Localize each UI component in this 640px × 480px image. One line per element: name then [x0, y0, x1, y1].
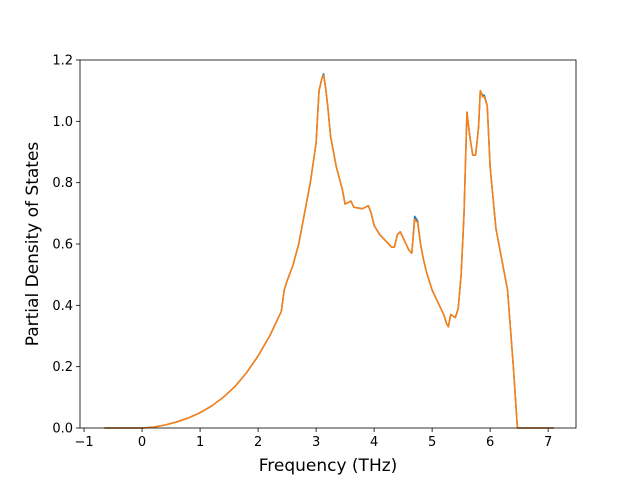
x-axis-label: Frequency (THz) [259, 456, 398, 476]
x-tick-label: 3 [312, 435, 320, 450]
plot-frame [79, 59, 577, 429]
x-tick-label: −1 [74, 435, 93, 450]
y-tick-label: 0.4 [52, 299, 73, 314]
y-tick-label: 0.8 [52, 176, 73, 191]
x-tick-label: 2 [254, 435, 262, 450]
x-tick-label: 7 [544, 435, 552, 450]
x-tick-label: 5 [428, 435, 436, 450]
line-series [104, 74, 554, 429]
x-tick-label: 6 [486, 435, 494, 450]
y-tick-label: 0.0 [52, 422, 73, 437]
y-tick-label: 1.0 [52, 115, 73, 130]
y-tick-label: 1.2 [52, 54, 73, 69]
x-tick-label: 0 [138, 435, 146, 450]
x-tick-label: 1 [196, 435, 204, 450]
x-tick-label: 4 [370, 435, 378, 450]
y-axis-label: Partial Density of States [23, 142, 43, 347]
y-tick-label: 0.6 [52, 238, 73, 253]
y-tick-label: 0.2 [52, 360, 73, 375]
